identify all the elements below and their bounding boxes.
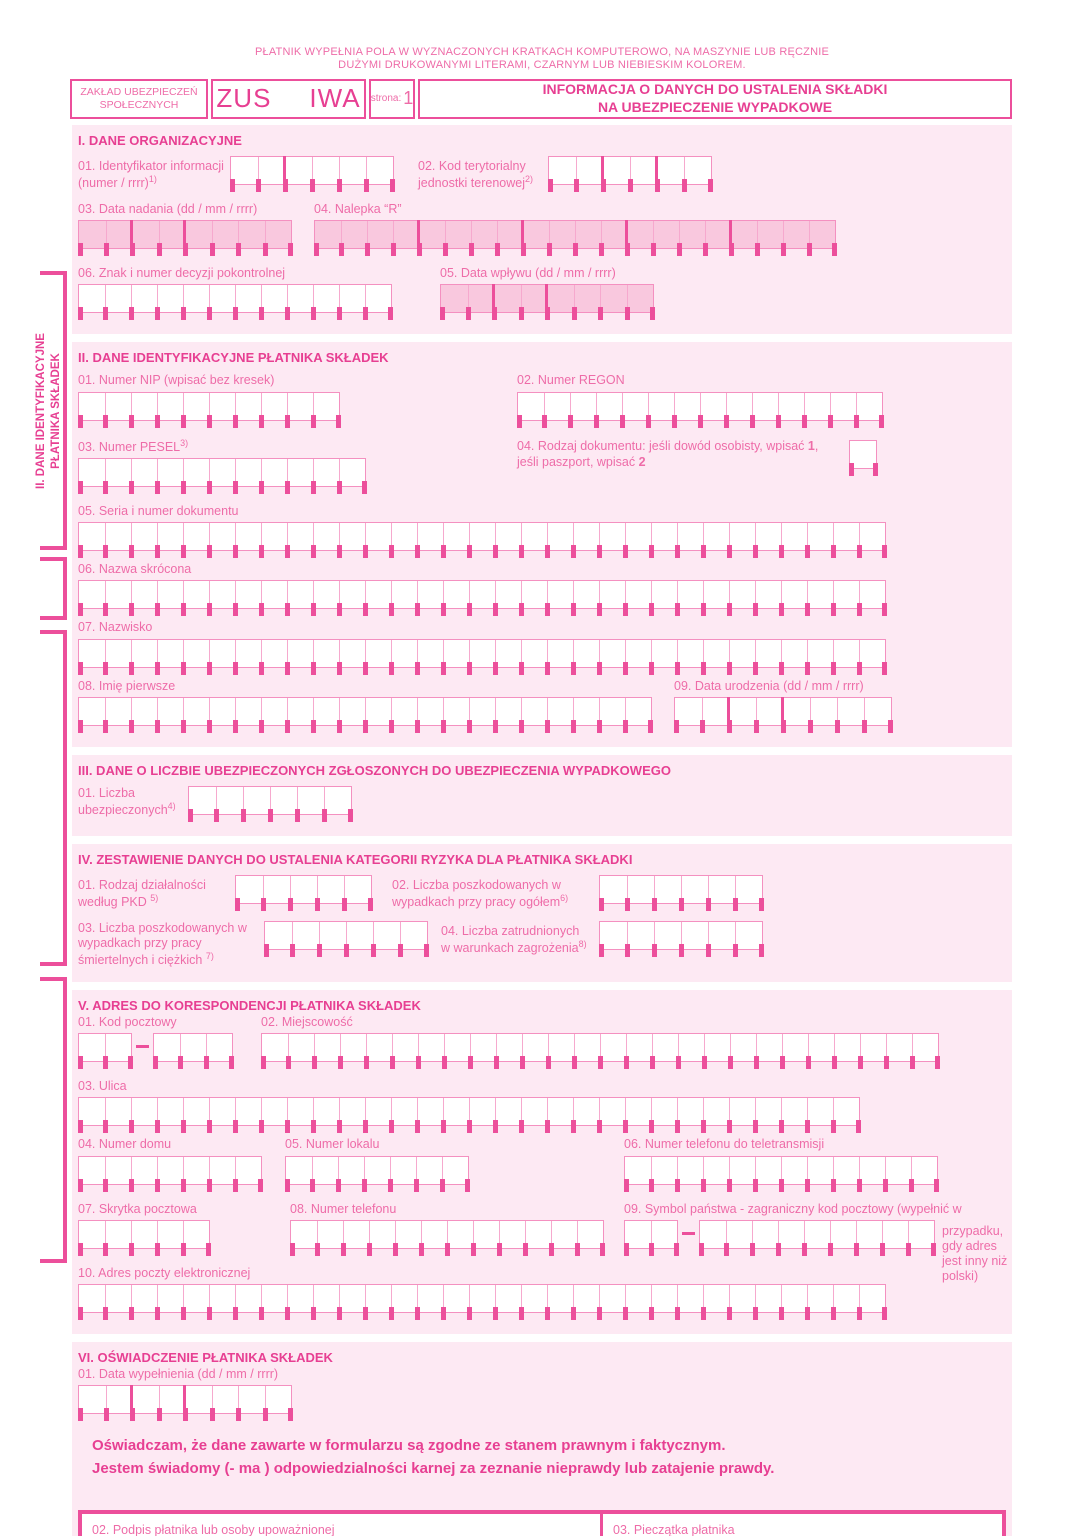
ulica-label: 03. Ulica bbox=[78, 1079, 127, 1094]
ulica-input[interactable] bbox=[78, 1097, 861, 1134]
wypadki-smiertelne-label: 03. Liczba poszkodowanych w wypadkach pr… bbox=[78, 920, 247, 968]
stamp-box[interactable]: 03. Pieczątka płatnika bbox=[603, 1514, 1002, 1536]
pkd-label: 01. Rodzaj działalności według PKD 5) bbox=[78, 877, 206, 910]
data-urodzenia-input[interactable] bbox=[674, 696, 893, 733]
data-urodzenia-label: 09. Data urodzenia (dd / mm / rrrr) bbox=[674, 678, 864, 693]
numer-lokalu-input[interactable] bbox=[285, 1155, 470, 1192]
nalepka-r-input[interactable] bbox=[314, 220, 837, 257]
kod-pocztowy-label: 01. Kod pocztowy bbox=[78, 1014, 177, 1029]
section-iv-title: IV. ZESTAWIENIE DANYCH DO USTALENIA KATE… bbox=[78, 851, 633, 867]
declaration-text: Oświadczam, że dane zawarte w formularzu… bbox=[92, 1437, 775, 1477]
form-header-bar: ZAKŁAD UBEZPIECZEŃ SPOŁECZNYCH ZUS IWA st… bbox=[70, 78, 1012, 119]
section-iv: IV. ZESTAWIENIE DANYCH DO USTALENIA KATE… bbox=[72, 843, 1012, 982]
kod-terytorialny-label: 02. Kod terytorialny jednostki terenowej… bbox=[418, 158, 534, 191]
section-ii: II. DANE IDENTYFIKACYJNE PŁATNIKA SKŁADE… bbox=[72, 342, 1012, 747]
imie-label: 08. Imię pierwsze bbox=[78, 678, 176, 693]
miejscowosc-input[interactable] bbox=[261, 1033, 940, 1070]
symbol-panstwa-label: 09. Symbol państwa - zagraniczny kod poc… bbox=[624, 1201, 962, 1216]
data-nadania-input[interactable] bbox=[78, 220, 293, 257]
nazwa-skrocona-input[interactable] bbox=[78, 580, 887, 617]
form-code: ZUS IWA bbox=[211, 78, 366, 119]
section-ii-bracket bbox=[40, 271, 67, 550]
numer-telefonu-label: 08. Numer telefonu bbox=[290, 1201, 397, 1216]
data-wypelnienia-input[interactable] bbox=[78, 1385, 293, 1422]
nip-label: 01. Numer NIP (wpisać bez kresek) bbox=[78, 373, 275, 388]
liczba-ubezpieczonych-input[interactable] bbox=[188, 785, 353, 822]
section-vi-title: VI. OŚWIADCZENIE PŁATNIKA SKŁADEK bbox=[78, 1350, 333, 1366]
data-nadania-label: 03. Data nadania (dd / mm / rrrr) bbox=[78, 201, 258, 216]
identyfikator-label: 01. Identyfikator informacji (numer / rr… bbox=[78, 158, 224, 191]
numer-telefonu-input[interactable] bbox=[290, 1219, 605, 1256]
warunki-zagrozenia-label: 04. Liczba zatrudnionych w warunkach zag… bbox=[441, 923, 587, 956]
symbol-panstwa-input[interactable] bbox=[624, 1219, 962, 1260]
section-v-title: V. ADRES DO KORESPONDENCJI PŁATNIKA SKŁA… bbox=[78, 997, 421, 1013]
kod-pocztowy-input[interactable] bbox=[78, 1033, 234, 1073]
kod-pocztowy-part2[interactable] bbox=[153, 1033, 234, 1070]
section-iii-bracket bbox=[40, 557, 67, 620]
rodzaj-dokumentu-input[interactable] bbox=[849, 439, 878, 476]
page-number-box: strona: 1 bbox=[369, 78, 415, 119]
wypadki-smiertelne-input[interactable] bbox=[264, 920, 429, 957]
poszkodowani-ogolem-label: 02. Liczba poszkodowanych w wypadkach pr… bbox=[392, 877, 569, 910]
symbol-panstwa-dash bbox=[682, 1231, 695, 1235]
nalepka-r-label: 04. Nalepka “R” bbox=[314, 201, 402, 216]
pesel-input[interactable] bbox=[78, 457, 367, 494]
section-vi-bracket bbox=[40, 977, 67, 1263]
numer-domu-input[interactable] bbox=[78, 1155, 263, 1192]
nazwisko-input[interactable] bbox=[78, 638, 887, 675]
nazwa-skrocona-label: 06. Nazwa skrócona bbox=[78, 562, 192, 577]
nazwisko-label: 07. Nazwisko bbox=[78, 620, 153, 635]
skrytka-pocztowa-input[interactable] bbox=[78, 1219, 211, 1256]
email-label: 10. Adres poczty elektronicznej bbox=[78, 1265, 251, 1280]
symbol-panstwa-part1[interactable] bbox=[624, 1219, 679, 1256]
section-iii-title: III. DANE O LICZBIE UBEZPIECZONYCH ZGŁOS… bbox=[78, 762, 671, 778]
section-vi: VI. OŚWIADCZENIE PŁATNIKA SKŁADEK 01. Da… bbox=[72, 1342, 1012, 1536]
section-ii-title: II. DANE IDENTYFIKACYJNE PŁATNIKA SKŁADE… bbox=[78, 350, 389, 366]
znak-decyzji-input[interactable] bbox=[78, 284, 393, 321]
symbol-panstwa-note: przypadku, gdy adres jest inny niż polsk… bbox=[942, 1223, 1008, 1284]
numer-domu-label: 04. Numer domu bbox=[78, 1137, 172, 1152]
issuer-name: ZAKŁAD UBEZPIECZEŃ SPOŁECZNYCH bbox=[70, 78, 208, 119]
section-v: V. ADRES DO KORESPONDENCJI PŁATNIKA SKŁA… bbox=[72, 989, 1012, 1335]
section-i-title: I. DANE ORGANIZACYJNE bbox=[78, 132, 242, 148]
seria-numer-input[interactable] bbox=[78, 522, 887, 559]
telefon-teletransmisja-input[interactable] bbox=[624, 1155, 939, 1192]
kod-pocztowy-dash bbox=[136, 1045, 149, 1049]
data-wplywu-label: 05. Data wpływu (dd / mm / rrrr) bbox=[440, 266, 616, 281]
pesel-label: 03. Numer PESEL3) bbox=[78, 437, 189, 454]
numer-lokalu-label: 05. Numer lokalu bbox=[285, 1137, 380, 1152]
section-i: I. DANE ORGANIZACYJNE 01. Identyfikator … bbox=[72, 124, 1012, 335]
kod-terytorialny-input[interactable] bbox=[548, 155, 713, 192]
liczba-ubezpieczonych-label: 01. Liczba ubezpieczonych4) bbox=[78, 785, 176, 818]
regon-input[interactable] bbox=[517, 391, 884, 428]
nip-input[interactable] bbox=[78, 391, 341, 428]
section-ii-vertical-label: II. DANE IDENTYFIKACYJNE PŁATNIKA SKŁADE… bbox=[35, 333, 62, 489]
pkd-input[interactable] bbox=[235, 874, 373, 911]
signature-box[interactable]: 02. Podpis płatnika lub osoby upoważnion… bbox=[82, 1514, 603, 1536]
email-input[interactable] bbox=[78, 1284, 887, 1321]
signature-area: 02. Podpis płatnika lub osoby upoważnion… bbox=[78, 1510, 1006, 1536]
page-number: 1 bbox=[403, 88, 414, 109]
kod-pocztowy-part1[interactable] bbox=[78, 1033, 133, 1070]
data-wplywu-input[interactable] bbox=[440, 284, 655, 321]
section-iv-v-bracket bbox=[40, 630, 67, 966]
telefon-teletransmisja-label: 06. Numer telefonu do teletransmisji bbox=[624, 1137, 825, 1152]
znak-decyzji-label: 06. Znak i numer decyzji pokontrolnej bbox=[78, 266, 286, 281]
regon-label: 02. Numer REGON bbox=[517, 373, 625, 388]
rodzaj-dokumentu-label: 04. Rodzaj dokumentu: jeśli dowód osobis… bbox=[517, 438, 819, 469]
section-iii: III. DANE O LICZBIE UBEZPIECZONYCH ZGŁOS… bbox=[72, 754, 1012, 836]
symbol-panstwa-part2[interactable] bbox=[699, 1219, 936, 1256]
miejscowosc-label: 02. Miejscowość bbox=[261, 1014, 353, 1029]
imie-input[interactable] bbox=[78, 696, 653, 733]
data-wypelnienia-label: 01. Data wypełnienia (dd / mm / rrrr) bbox=[78, 1367, 279, 1382]
identyfikator-input[interactable] bbox=[230, 155, 395, 192]
seria-numer-label: 05. Seria i numer dokumentu bbox=[78, 503, 239, 518]
poszkodowani-ogolem-input[interactable] bbox=[599, 874, 764, 911]
skrytka-pocztowa-label: 07. Skrytka pocztowa bbox=[78, 1201, 197, 1216]
form-title: INFORMACJA O DANYCH DO USTALENIA SKŁADKI… bbox=[418, 78, 1012, 119]
warunki-zagrozenia-input[interactable] bbox=[599, 920, 764, 957]
fill-instructions: PŁATNIK WYPEŁNIA POLA W WYZNACZONYCH KRA… bbox=[254, 46, 830, 72]
